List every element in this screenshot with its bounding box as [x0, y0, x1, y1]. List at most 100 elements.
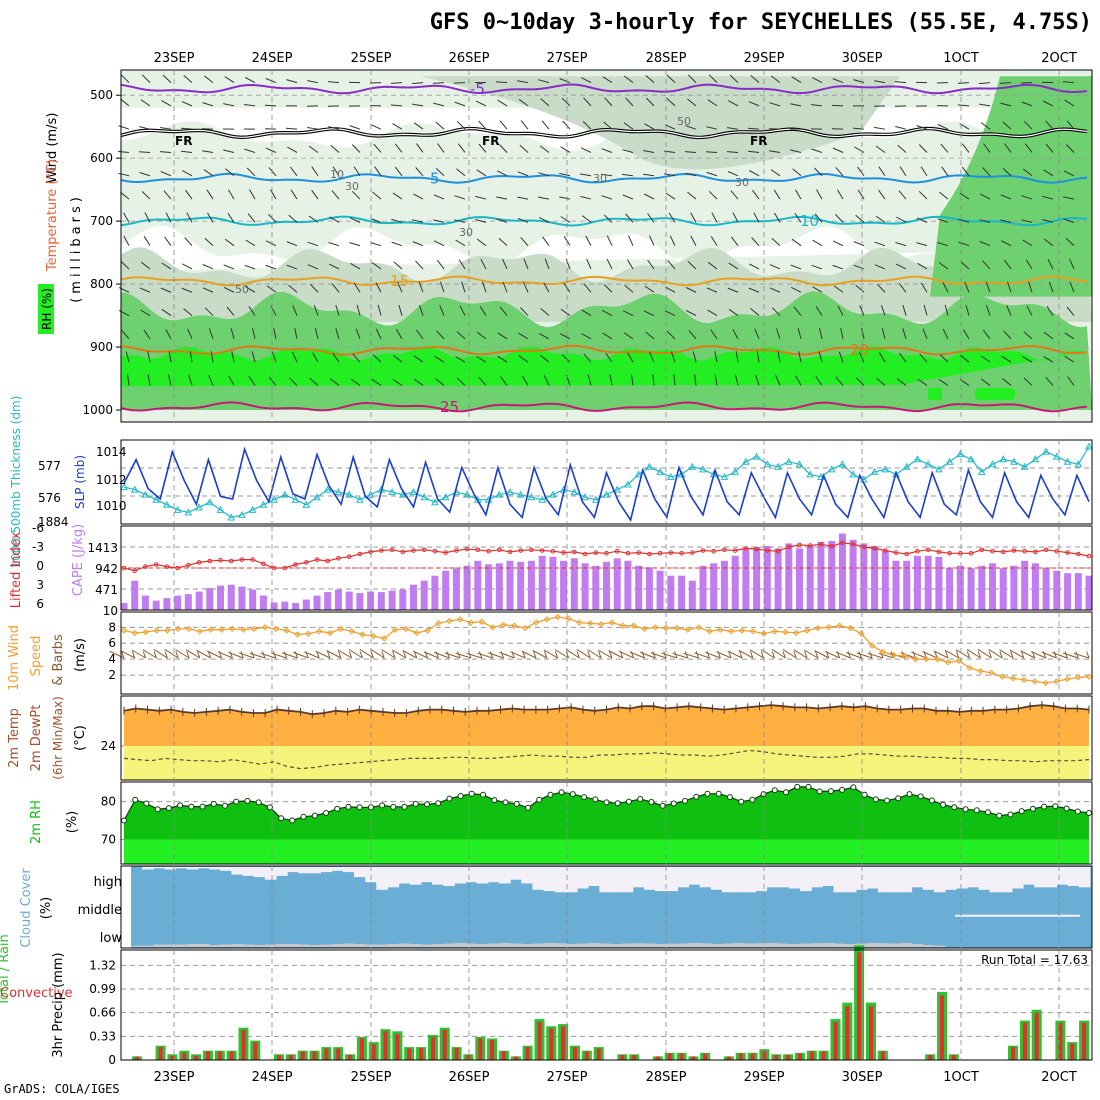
lifted-index-point [432, 548, 438, 554]
wind-barb [496, 170, 508, 177]
wind-barb [478, 376, 487, 386]
rh2m-point [850, 784, 857, 791]
wind-barb [245, 77, 256, 84]
rh2m-point [794, 783, 801, 790]
wind-barb [580, 173, 592, 177]
wind-barb [478, 143, 487, 153]
isotherm-label: 25 [440, 398, 459, 416]
lifted-index-point [207, 558, 213, 564]
cape-bar [249, 589, 257, 610]
wind-barb [285, 127, 298, 130]
wind-barb [335, 304, 340, 316]
cape-bar [131, 580, 139, 610]
wind-barb [978, 82, 991, 85]
wind-barb [231, 351, 235, 363]
thickness-point [988, 460, 997, 468]
wind-barb [665, 286, 676, 293]
wind-barb-flag [348, 651, 353, 659]
wind-speed-point [944, 659, 952, 666]
isotherm-line [120, 172, 1088, 184]
cape-bar [313, 595, 321, 610]
cloud-low-bar [476, 944, 489, 947]
wind-barb [1065, 237, 1075, 247]
wind-barb-10m [477, 652, 493, 659]
wind-barb [854, 146, 865, 153]
thickness-point [967, 455, 975, 463]
precip-convective-bar [466, 1055, 471, 1060]
wind-label-c: & Barbs [51, 634, 66, 686]
wind-speed-point [315, 628, 323, 635]
cape-bar [120, 603, 128, 610]
precip-convective-bar [738, 1053, 743, 1060]
rh-contour-label: 50 [235, 283, 249, 296]
wind-barb [476, 238, 487, 247]
wind-barb [1042, 195, 1054, 200]
cape-bar [485, 564, 493, 610]
wind-barb [684, 151, 697, 153]
wind-barb [625, 97, 634, 107]
wind-barb-flag [1010, 651, 1014, 659]
precip-convective-bar [857, 952, 862, 1060]
wind-barb [1006, 305, 1012, 316]
wind-barb [560, 146, 571, 153]
wind-barb [609, 374, 613, 386]
wind-barb [917, 378, 928, 386]
wind-barb [1002, 378, 1012, 386]
cloud-high-bar [454, 867, 467, 884]
wind-barb [331, 190, 340, 200]
rh2m-point [222, 802, 228, 809]
temp-label-b: 2m DewPt [29, 705, 44, 772]
lifted-index-point [164, 564, 170, 569]
wind-barb [876, 377, 886, 386]
wind-speed-point [1064, 675, 1071, 683]
cloud-high-bar [209, 867, 221, 870]
wind-barb [202, 150, 214, 153]
rh2m-point [334, 805, 341, 812]
wind-barb [852, 127, 865, 130]
precip-convective-bar [371, 1044, 376, 1060]
wind-barb [858, 351, 865, 363]
thickness-point [581, 493, 589, 501]
lifted-index-point [572, 549, 577, 555]
wind-barb-10m [543, 649, 558, 659]
precip-convective-bar [691, 1056, 696, 1060]
wind-barb [432, 82, 445, 84]
wind-barb [351, 190, 361, 200]
wind-barb [880, 305, 886, 316]
precip-convective-bar [940, 995, 944, 1060]
slp-line [123, 446, 1090, 522]
cloud-low-bar [755, 943, 768, 947]
wind-barb [939, 354, 949, 363]
wind-barb-10m [196, 649, 211, 659]
thickness-point [120, 483, 128, 491]
precip-convective-bar [478, 1038, 483, 1060]
freezing-label: FR [175, 134, 192, 148]
thickness-point [742, 457, 750, 465]
lifted-index-point [250, 557, 255, 562]
precip-convective-bar [206, 1051, 210, 1060]
date-label-top: 27SEP [547, 51, 588, 66]
rh2m-point [412, 800, 419, 807]
wind-barb [604, 97, 613, 107]
wind-barb-10m [423, 651, 439, 659]
rh2m-point [468, 790, 475, 797]
lifted-index-point [261, 561, 266, 567]
lifted-index-label: Lifted Index [9, 531, 24, 608]
wind-barb [120, 74, 130, 83]
wind-barb-10m [760, 648, 775, 659]
wind-barb [1045, 120, 1054, 130]
wind-barb [941, 166, 949, 177]
lifted-index-point [657, 551, 663, 556]
cape-bar [849, 539, 857, 610]
thickness-point [291, 495, 300, 503]
wind-barb [673, 374, 676, 386]
wind-barb [1003, 259, 1012, 270]
wind-barb [560, 333, 571, 340]
wind-speed-point [283, 627, 290, 634]
rh2m-point [356, 804, 363, 811]
wind-barb [519, 144, 529, 153]
wind-barb [727, 287, 739, 293]
wind-barb-10m [900, 652, 916, 659]
isotherm-label: 20 [850, 341, 869, 359]
lifted-index-point [400, 549, 406, 555]
